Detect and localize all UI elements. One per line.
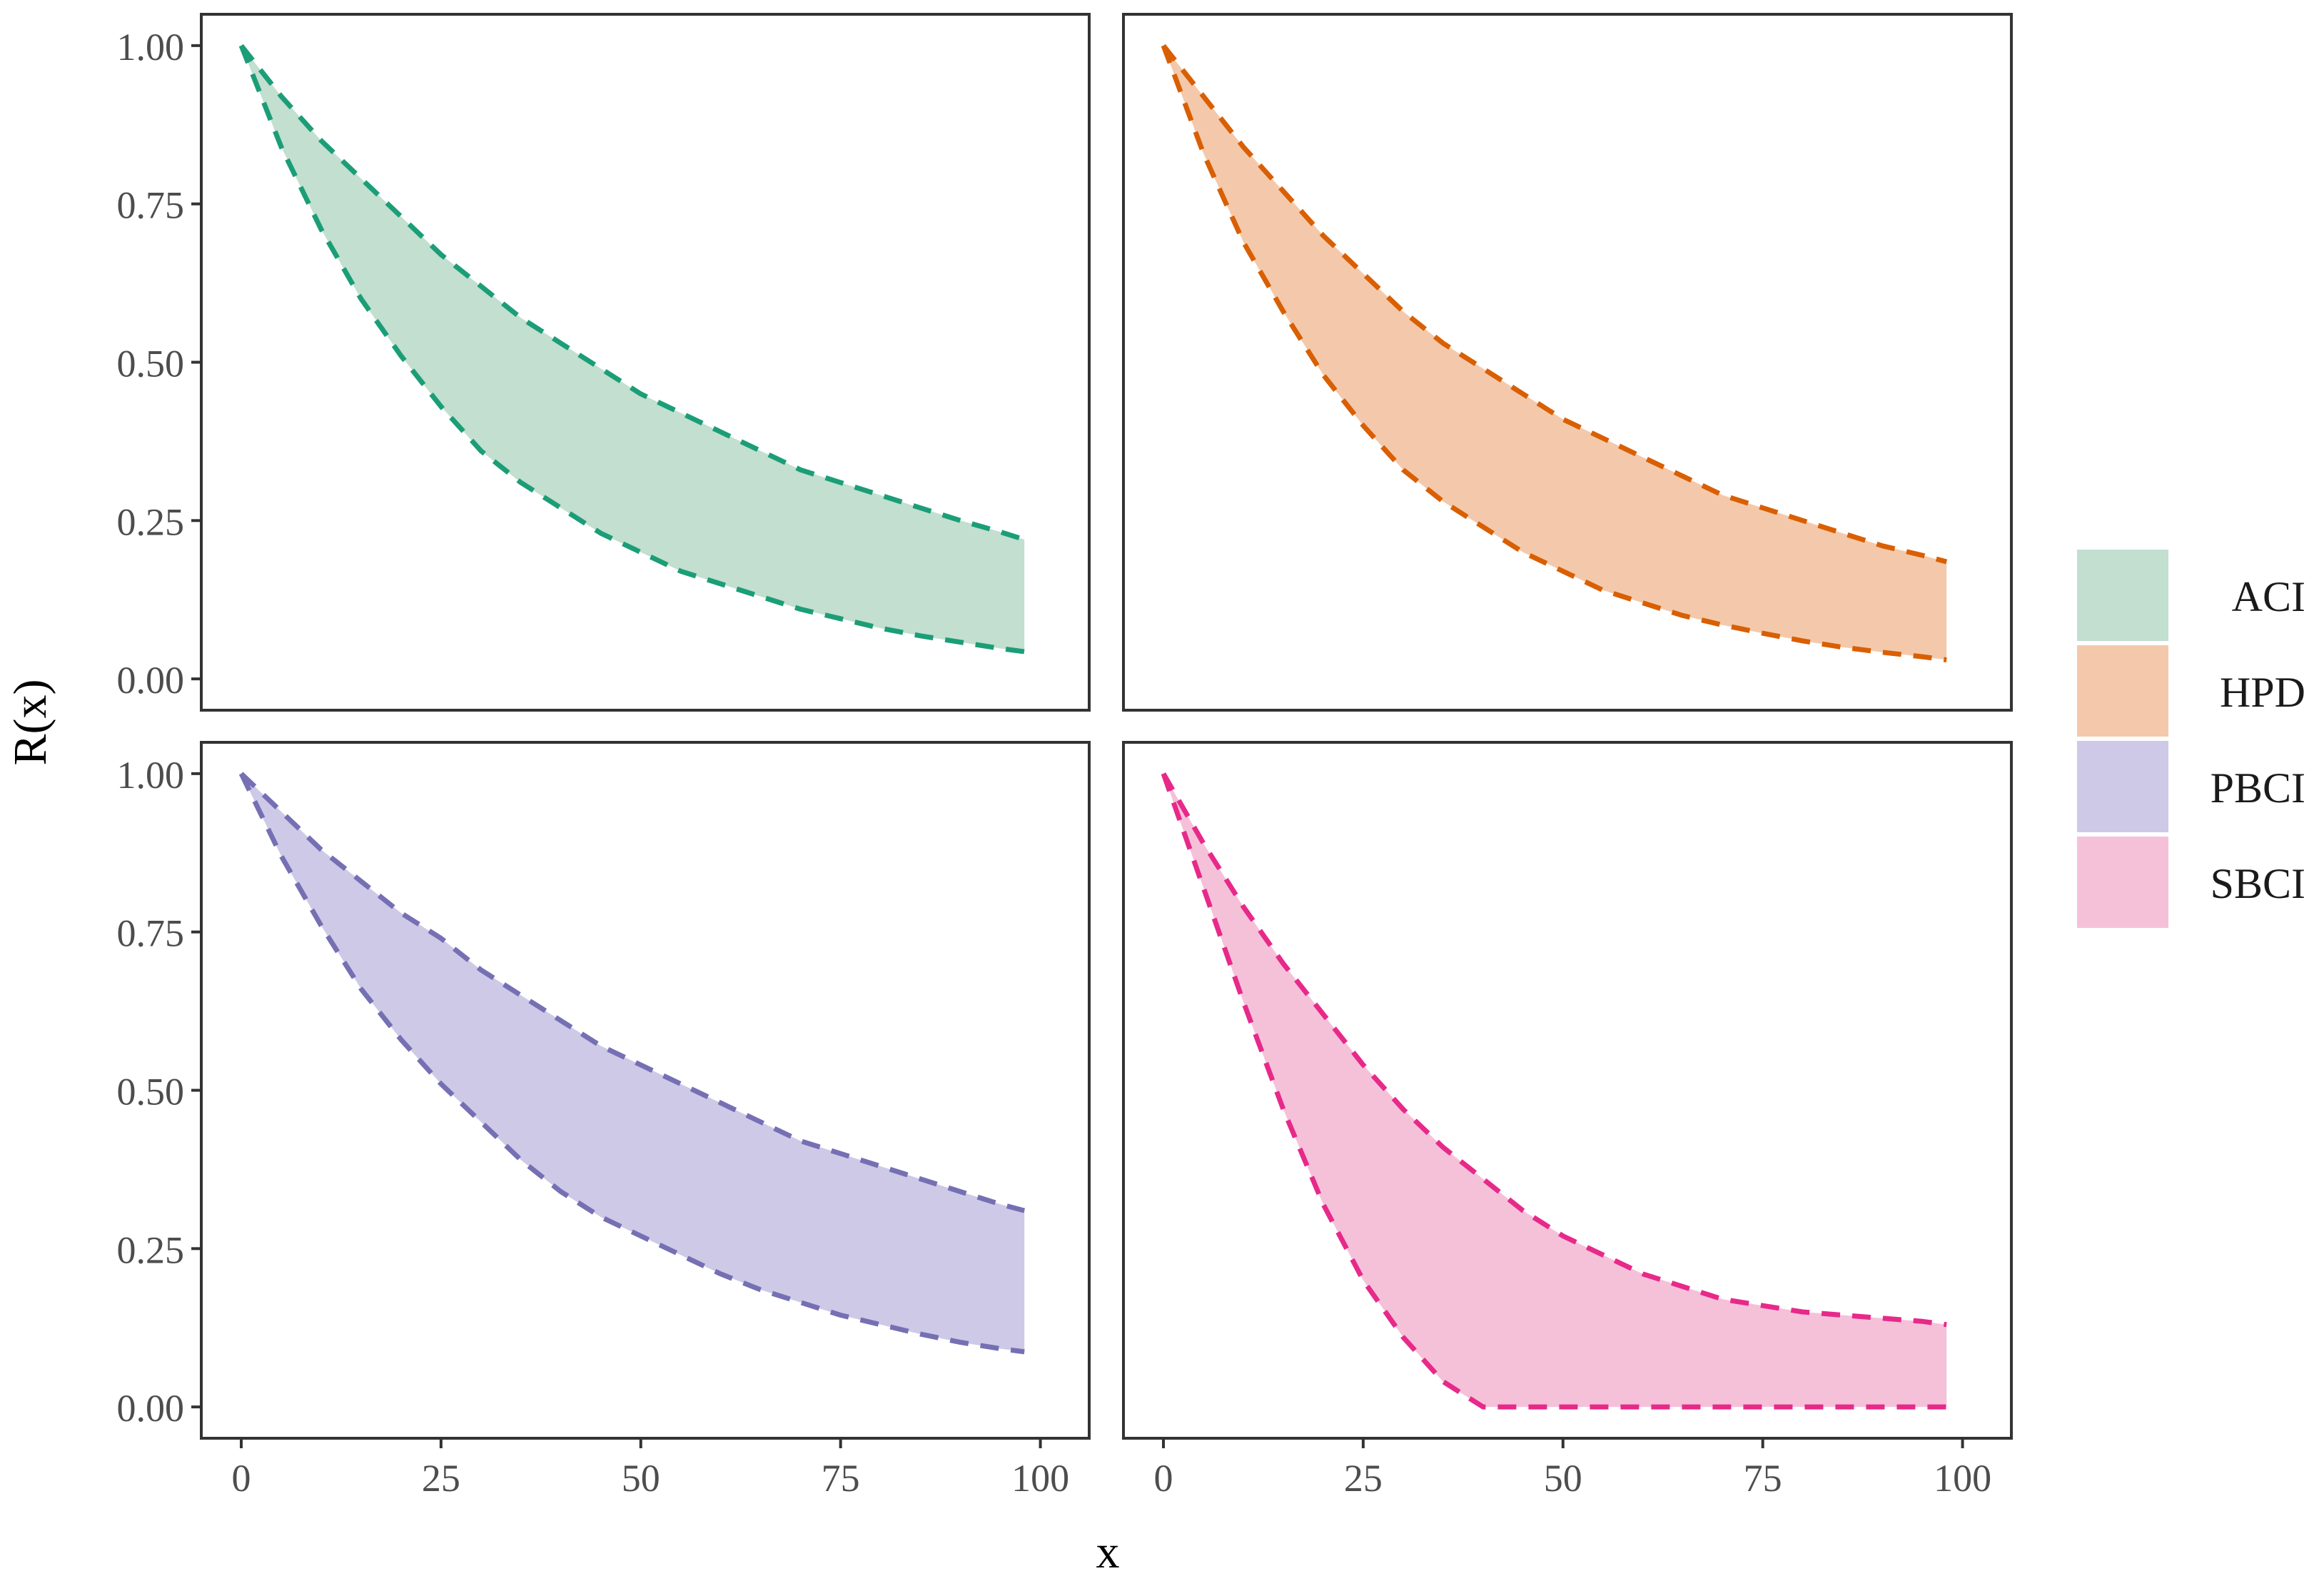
y-tick-label: 0.75 — [117, 184, 185, 227]
legend-key-hpd — [2077, 645, 2168, 737]
legend-key-aci — [2077, 550, 2168, 641]
pbci-band-fill — [241, 773, 1025, 1352]
hpd-lower-bound-line — [1161, 44, 1947, 662]
legend-label-pbci: PBCI — [2211, 764, 2305, 812]
x-tick-label: 50 — [1544, 1457, 1582, 1500]
panels-layer: 0.00 0.25 0.50 0.75 1.00 0.00 0.25 0.50 0.75 1.00… — [117, 13, 2013, 1500]
pbci-lower-bound-line — [238, 772, 1025, 1355]
pbci-upper-bound-line — [239, 772, 1026, 1213]
y-tick-label: 0.25 — [117, 1228, 185, 1271]
sbci-band-fill — [1163, 773, 1947, 1408]
panel-aci: 0.00 0.25 0.50 0.75 1.00 — [117, 13, 1091, 712]
y-tick-label: 0.00 — [117, 1387, 185, 1430]
x-tick-label: 0 — [231, 1457, 251, 1500]
x-tick-label: 50 — [622, 1457, 660, 1500]
legend-label-sbci: SBCI — [2211, 860, 2305, 907]
sbci-upper-bound-line — [1161, 772, 1947, 1328]
legend: ACI HPD PBCI SBCI — [2077, 550, 2305, 928]
x-tick-label: 0 — [1153, 1457, 1173, 1500]
hpd-upper-bound-line — [1161, 44, 1948, 565]
y-tick-label: 1.00 — [117, 754, 185, 797]
aci-band-fill — [241, 45, 1025, 652]
panel-pbci: 0.00 0.25 0.50 0.75 1.00 0 25 50 75 100 — [117, 741, 1091, 1500]
legend-label-hpd: HPD — [2220, 669, 2305, 716]
y-tick-label: 0.75 — [117, 912, 185, 955]
hpd-band-fill — [1163, 45, 1947, 660]
sbci-lower-bound-line — [1161, 772, 1947, 1410]
x-tick-label: 25 — [1344, 1457, 1383, 1500]
legend-key-sbci — [2077, 837, 2168, 928]
panel-border — [1122, 741, 2013, 1440]
x-tick-label: 75 — [1744, 1457, 1782, 1500]
y-tick-label: 0.25 — [117, 500, 185, 543]
x-tick-label: 100 — [1934, 1457, 1991, 1500]
legend-key-pbci — [2077, 741, 2168, 832]
y-tick-label: 1.00 — [117, 26, 185, 69]
y-tick-label: 0.50 — [117, 343, 185, 385]
panel-sbci: 0 25 50 75 100 — [1122, 741, 2013, 1500]
x-axis-title: x — [1096, 1526, 1120, 1578]
y-tick-label: 0.00 — [117, 659, 185, 702]
x-tick-label: 25 — [422, 1457, 460, 1500]
x-tick-label: 75 — [822, 1457, 860, 1500]
aci-upper-bound-line — [239, 44, 1026, 542]
panel-hpd — [1122, 13, 2013, 712]
panel-border — [1122, 13, 2013, 712]
y-axis-title: R(x) — [4, 680, 56, 766]
y-tick-label: 0.50 — [117, 1071, 185, 1113]
x-tick-label: 100 — [1011, 1457, 1069, 1500]
legend-label-aci: ACI — [2232, 573, 2305, 620]
